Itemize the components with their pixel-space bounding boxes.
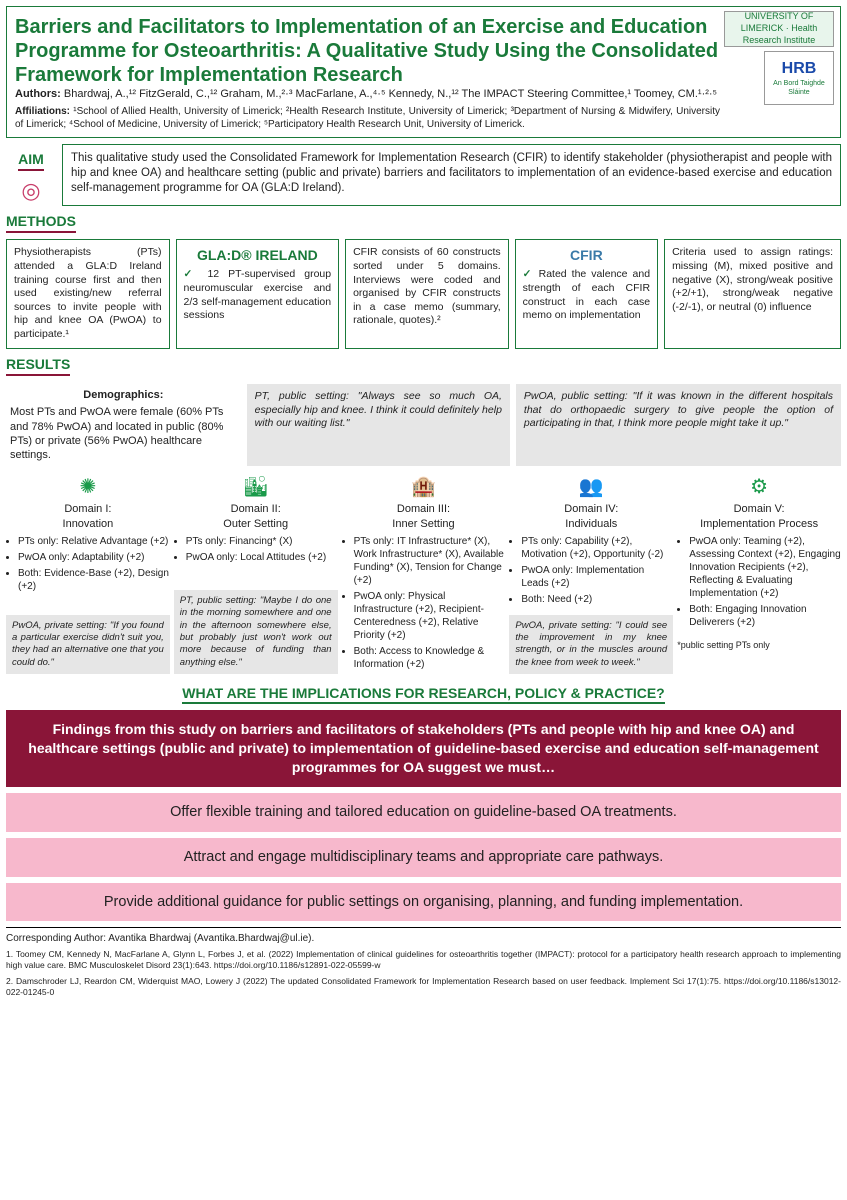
hrb-logo-text: HRB [765, 59, 833, 80]
quote-pwoa-public: PwOA, public setting: "If it was known i… [516, 384, 841, 466]
list-item: PwOA only: Physical Infrastructure (+2),… [354, 590, 506, 642]
implication-1: Offer flexible training and tailored edu… [6, 793, 841, 832]
reference-2: 2. Damschroder LJ, Reardon CM, Widerquis… [6, 976, 841, 998]
poster-title: Barriers and Facilitators to Implementat… [15, 15, 720, 87]
methods-box-5: Criteria used to assign ratings: missing… [664, 239, 841, 348]
domain-5-sub: Implementation Process [700, 518, 818, 530]
findings-lead: Findings from this study on barriers and… [6, 710, 841, 787]
affil-label: Affiliations: [15, 106, 70, 117]
domain-4-quote: PwOA, private setting: "I could see the … [509, 615, 673, 674]
methods-box-3: CFIR consists of 60 constructs sorted un… [345, 239, 509, 348]
demo-heading: Demographics: [10, 388, 237, 402]
domain-3-title: Domain III: [397, 503, 450, 515]
domain-1-sub: Innovation [63, 518, 114, 530]
domain-2-quote: PT, public setting: "Maybe I do one in t… [174, 590, 338, 674]
methods-b2-item: 12 PT-supervised group neuromuscular exe… [184, 268, 332, 323]
outer-setting-icon: 🏙 [174, 474, 338, 500]
affil-text: ¹School of Allied Health, University of … [15, 106, 720, 130]
methods-box-2: GLA:D® IRELAND 12 PT-supervised group ne… [176, 239, 340, 348]
demographics-box: Demographics: Most PTs and PwOA were fem… [6, 384, 241, 466]
demo-text: Most PTs and PwOA were female (60% PTs a… [10, 405, 237, 462]
list-item: PwOA only: Teaming (+2), Assessing Conte… [689, 535, 841, 600]
list-item: Both: Need (+2) [521, 593, 673, 606]
domain-5: ⚙ Domain V: Implementation Process PwOA … [677, 474, 841, 674]
list-item: PTs only: Relative Advantage (+2) [18, 535, 170, 548]
list-item: PTs only: Capability (+2), Motivation (+… [521, 535, 673, 561]
methods-box-4: CFIR Rated the valence and strength of e… [515, 239, 658, 348]
domain-1-title: Domain I: [64, 503, 111, 515]
list-item: Both: Access to Knowledge & Information … [354, 645, 506, 671]
domain-4-title: Domain IV: [564, 503, 618, 515]
list-item: PTs only: IT Infrastructure* (X), Work I… [354, 535, 506, 587]
methods-box-1: Physiotherapists (PTs) attended a GLA:D … [6, 239, 170, 348]
list-item: PTs only: Financing* (X) [186, 535, 338, 548]
list-item: PwOA only: Adaptability (+2) [18, 551, 170, 564]
authors-label: Authors: [15, 88, 61, 100]
cfir-logo: CFIR [523, 246, 650, 264]
target-icon: ◎ [21, 177, 40, 206]
process-icon: ⚙ [677, 474, 841, 500]
individuals-icon: 👥 [509, 474, 673, 500]
domain-5-footnote: *public setting PTs only [677, 640, 841, 652]
methods-b4-item: Rated the valence and strength of each C… [523, 268, 650, 323]
domain-2-sub: Outer Setting [223, 518, 288, 530]
implications-heading: WHAT ARE THE IMPLICATIONS FOR RESEARCH, … [182, 684, 665, 704]
aim-label: AIM [18, 150, 44, 171]
methods-label: METHODS [6, 212, 76, 233]
authors-text: Bhardwaj, A.,¹² FitzGerald, C.,¹² Graham… [64, 88, 717, 100]
glad-logo: GLA:D® IRELAND [184, 246, 332, 264]
implication-3: Provide additional guidance for public s… [6, 883, 841, 922]
domain-5-title: Domain V: [734, 503, 785, 515]
domain-1-quote: PwOA, private setting: "If you found a p… [6, 615, 170, 674]
list-item: PwOA only: Local Attitudes (+2) [186, 551, 338, 564]
domain-4: 👥 Domain IV: Individuals PTs only: Capab… [509, 474, 673, 674]
aim-box: This qualitative study used the Consolid… [62, 144, 841, 206]
list-item: PwOA only: Implementation Leads (+2) [521, 564, 673, 590]
domain-4-sub: Individuals [565, 518, 617, 530]
reference-1: 1. Toomey CM, Kennedy N, MacFarlane A, G… [6, 949, 841, 971]
ul-logo: UNIVERSITY OF LIMERICK · Health Research… [724, 11, 834, 47]
corresponding-author: Corresponding Author: Avantika Bhardwaj … [6, 927, 841, 945]
domain-1: ✺ Domain I: Innovation PTs only: Relativ… [6, 474, 170, 674]
affiliations: Affiliations: ¹School of Allied Health, … [15, 105, 720, 131]
hrb-logo-sub: An Bord Taighde Sláinte [765, 79, 833, 97]
domains-row: ✺ Domain I: Innovation PTs only: Relativ… [6, 474, 841, 674]
inner-setting-icon: 🏨 [342, 474, 506, 500]
domain-3-sub: Inner Setting [392, 518, 454, 530]
list-item: Both: Evidence-Base (+2), Design (+2) [18, 567, 170, 593]
domain-2: 🏙 Domain II: Outer Setting PTs only: Fin… [174, 474, 338, 674]
methods-flow: Physiotherapists (PTs) attended a GLA:D … [6, 239, 841, 348]
authors-line: Authors: Bhardwaj, A.,¹² FitzGerald, C.,… [15, 87, 720, 101]
implication-2: Attract and engage multidisciplinary tea… [6, 838, 841, 877]
domain-3: 🏨 Domain III: Inner Setting PTs only: IT… [342, 474, 506, 674]
quote-pt-public: PT, public setting: "Always see so much … [247, 384, 510, 466]
title-block: Barriers and Facilitators to Implementat… [6, 6, 841, 138]
results-label: RESULTS [6, 355, 70, 376]
hrb-logo: HRB An Bord Taighde Sláinte [764, 51, 834, 105]
list-item: Both: Engaging Innovation Deliverers (+2… [689, 603, 841, 629]
domain-2-title: Domain II: [231, 503, 281, 515]
innovation-icon: ✺ [6, 474, 170, 500]
